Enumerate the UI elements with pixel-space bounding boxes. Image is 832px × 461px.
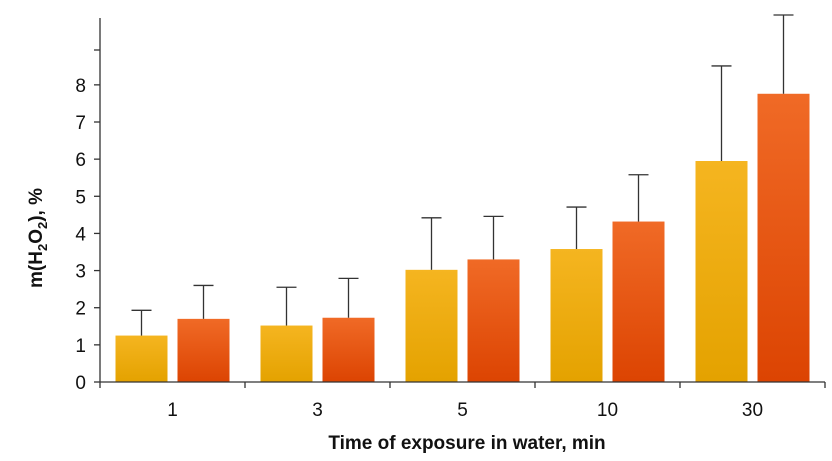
- bar-10-series1: [550, 249, 603, 382]
- error-bars-layer: [131, 14, 794, 336]
- y-tick-label-0: 0: [75, 373, 86, 394]
- y-tick-label-1: 1: [75, 336, 86, 357]
- bars-layer: [115, 93, 810, 383]
- y-axis-title: m(H2O2), %: [26, 188, 50, 288]
- bar-1-series2: [177, 318, 230, 382]
- y-tick-label-3: 3: [75, 262, 86, 283]
- y-tick-label-6: 6: [75, 150, 86, 171]
- y-tick-label-4: 4: [75, 224, 86, 245]
- bar-5-series1: [405, 269, 458, 382]
- bar-30-series2: [757, 93, 810, 383]
- y-tick-label-2: 2: [75, 299, 86, 320]
- bar-5-series2: [467, 259, 520, 382]
- axes-layer: [94, 18, 826, 388]
- x-tick-label-30: 30: [742, 400, 763, 421]
- x-axis-title: Time of exposure in water, min: [328, 433, 605, 454]
- labels-layer: 1 3 5 10 30 0 1 2 3 4 5 6 7 8: [75, 76, 763, 421]
- x-tick-label-3: 3: [312, 400, 323, 421]
- x-tick-label-1: 1: [167, 400, 178, 421]
- bar-3-series2: [322, 317, 375, 382]
- y-tick-label-8: 8: [75, 76, 86, 97]
- bar-3-series1: [260, 325, 313, 382]
- x-tick-label-10: 10: [597, 400, 618, 421]
- bar-10-series2: [612, 221, 665, 382]
- bar-30-series1: [695, 161, 748, 382]
- y-tick-label-7: 7: [75, 113, 86, 134]
- bar-1-series1: [115, 335, 168, 382]
- x-tick-label-5: 5: [457, 400, 468, 421]
- y-tick-label-5: 5: [75, 187, 86, 208]
